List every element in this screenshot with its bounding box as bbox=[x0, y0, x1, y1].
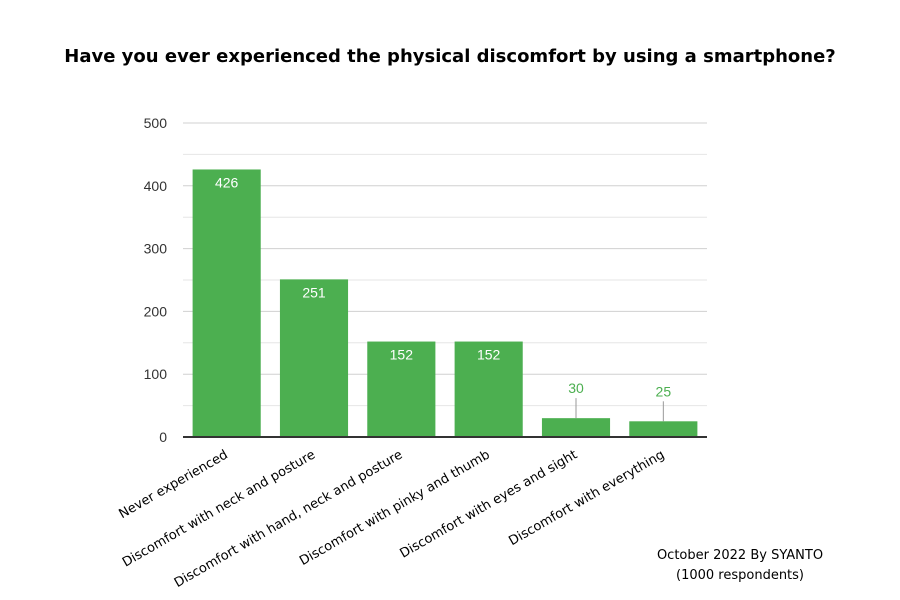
credit-note: October 2022 By SYANTO (1000 respondents… bbox=[620, 546, 860, 586]
data-label: 426 bbox=[215, 174, 239, 190]
y-tick-label: 300 bbox=[144, 241, 168, 257]
data-label: 25 bbox=[656, 383, 672, 399]
x-tick-label: Discomfort with everything bbox=[506, 447, 667, 549]
chart-title: Have you ever experienced the physical d… bbox=[64, 46, 836, 67]
y-tick-label: 100 bbox=[144, 366, 168, 382]
x-tick-label: Discomfort with eyes and sight bbox=[397, 447, 580, 561]
bar bbox=[367, 341, 436, 437]
credit-line: (1000 respondents) bbox=[676, 568, 804, 583]
bar bbox=[629, 421, 698, 437]
y-tick-label: 0 bbox=[159, 429, 167, 445]
bar bbox=[454, 341, 523, 437]
credit-line: October 2022 By SYANTO bbox=[656, 548, 824, 563]
bar bbox=[279, 279, 349, 437]
data-label: 152 bbox=[390, 347, 414, 363]
bar bbox=[541, 418, 611, 437]
bar bbox=[192, 169, 261, 438]
y-tick-label: 200 bbox=[144, 303, 168, 319]
data-label: 152 bbox=[477, 347, 501, 363]
data-label: 251 bbox=[302, 284, 326, 300]
data-label: 30 bbox=[568, 380, 584, 396]
y-tick-label: 400 bbox=[144, 178, 168, 194]
y-tick-label: 500 bbox=[144, 115, 168, 131]
